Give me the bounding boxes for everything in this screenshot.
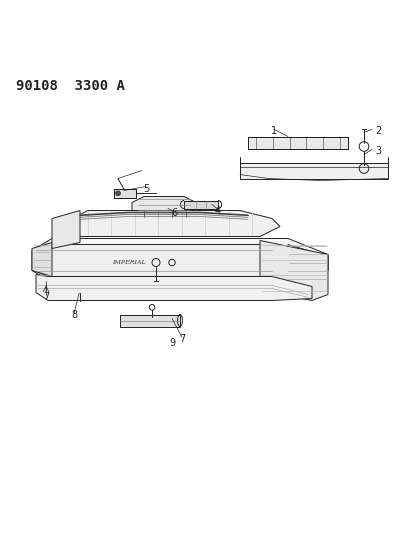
Text: 4: 4 bbox=[215, 206, 221, 215]
Text: 3: 3 bbox=[375, 146, 381, 156]
Polygon shape bbox=[288, 245, 328, 280]
Text: 6: 6 bbox=[171, 207, 177, 217]
Text: 1: 1 bbox=[271, 125, 277, 135]
Polygon shape bbox=[64, 211, 280, 237]
Polygon shape bbox=[248, 136, 348, 149]
Polygon shape bbox=[114, 189, 136, 198]
Text: 7: 7 bbox=[43, 292, 49, 302]
Polygon shape bbox=[52, 211, 80, 248]
Text: 9: 9 bbox=[169, 337, 175, 348]
Text: 90108  3300 A: 90108 3300 A bbox=[16, 78, 125, 93]
Polygon shape bbox=[32, 243, 52, 277]
Polygon shape bbox=[240, 163, 388, 179]
Polygon shape bbox=[36, 245, 312, 277]
Polygon shape bbox=[132, 197, 196, 216]
Text: IMPERIAL: IMPERIAL bbox=[112, 260, 146, 265]
Polygon shape bbox=[260, 240, 328, 301]
Text: 8: 8 bbox=[71, 310, 77, 319]
Polygon shape bbox=[184, 200, 218, 208]
Polygon shape bbox=[32, 238, 328, 282]
Polygon shape bbox=[36, 274, 312, 301]
Text: 2: 2 bbox=[375, 125, 381, 135]
Text: 5: 5 bbox=[143, 183, 149, 193]
Text: 7: 7 bbox=[179, 334, 185, 343]
Circle shape bbox=[116, 191, 120, 196]
Bar bbox=[120, 314, 180, 327]
